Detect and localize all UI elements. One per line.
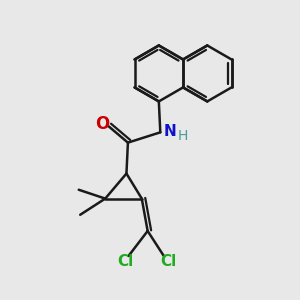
Text: N: N [163, 124, 176, 139]
Text: O: O [95, 115, 109, 133]
Text: Cl: Cl [160, 254, 176, 269]
Text: Cl: Cl [117, 254, 134, 269]
Text: H: H [178, 129, 188, 143]
